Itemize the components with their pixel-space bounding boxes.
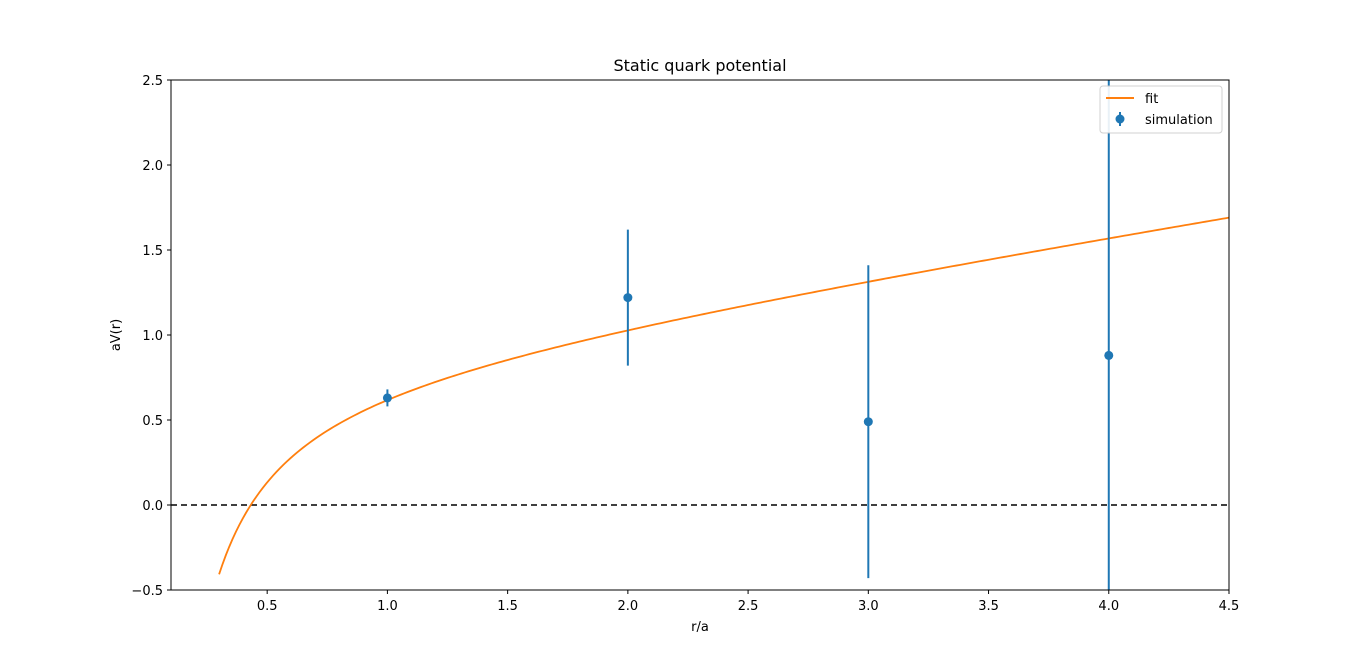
plot-frame <box>170 79 1230 591</box>
y-tick-label: 2.5 <box>142 74 163 89</box>
y-tick-label: −0.5 <box>131 584 163 599</box>
legend-simulation-marker <box>1115 114 1125 124</box>
x-tick-label: 3.5 <box>978 599 999 614</box>
x-tick-label: 4.0 <box>1098 599 1119 614</box>
axis-ticks: 0.5 1.0 1.5 2.0 2.5 3.0 3.5 4.0 4.5 −0.5 0.0 0.5 1.0… <box>131 74 1239 614</box>
x-tick-label: 0.5 <box>257 599 278 614</box>
simulation-point <box>623 293 633 303</box>
plot-area <box>171 80 1229 590</box>
y-tick-label: 0.0 <box>142 499 163 514</box>
y-axis-label: aV(r) <box>109 319 124 351</box>
legend: fit simulation <box>1099 85 1223 134</box>
x-tick-label: 1.5 <box>497 599 518 614</box>
chart-title: Static quark potential <box>613 56 786 75</box>
x-tick-label: 2.0 <box>618 599 639 614</box>
y-tick-label: 0.5 <box>142 414 163 429</box>
y-tick-label: 1.5 <box>142 244 163 259</box>
x-tick-label: 2.5 <box>738 599 759 614</box>
x-tick-label: 1.0 <box>377 599 398 614</box>
legend-simulation-label: simulation <box>1145 113 1213 128</box>
x-tick-label: 3.0 <box>858 599 879 614</box>
x-axis-label: r/a <box>691 620 709 635</box>
y-tick-label: 2.0 <box>142 159 163 174</box>
y-tick-label: 1.0 <box>142 329 163 344</box>
legend-fit-label: fit <box>1145 92 1158 107</box>
fit-curve <box>218 216 1229 575</box>
x-tick-label: 4.5 <box>1219 599 1240 614</box>
simulation-point <box>382 393 392 403</box>
simulation-point <box>1104 350 1114 360</box>
simulation-point <box>863 417 873 427</box>
